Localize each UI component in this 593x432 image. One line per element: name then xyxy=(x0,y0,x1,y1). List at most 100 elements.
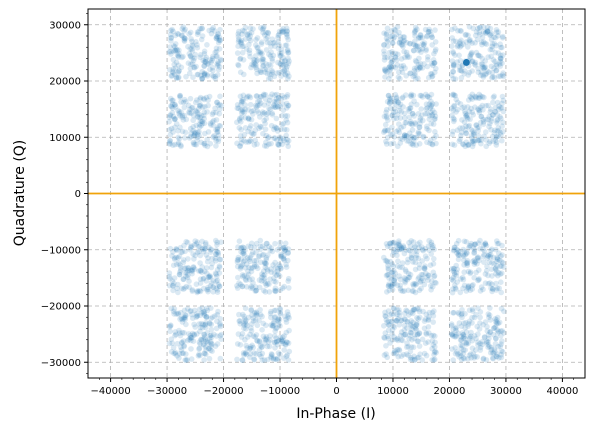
scatter-point xyxy=(205,61,212,67)
scatter-point xyxy=(206,244,212,251)
x-tick-label: 10000 xyxy=(377,386,409,397)
scatter-point xyxy=(468,50,474,57)
scatter-point xyxy=(200,57,206,64)
scatter-point xyxy=(244,274,250,280)
scatter-point xyxy=(469,96,475,102)
scatter-point xyxy=(247,33,254,39)
scatter-point xyxy=(193,122,200,129)
scatter-point xyxy=(264,356,271,363)
scatter-point xyxy=(475,305,481,311)
scatter-point xyxy=(490,355,496,361)
scatter-point xyxy=(454,246,460,253)
scatter-point xyxy=(484,28,490,35)
scatter-point xyxy=(417,32,424,39)
scatter-point xyxy=(493,317,500,323)
scatter-point xyxy=(385,92,392,99)
scatter-point xyxy=(214,289,221,296)
scatter-point xyxy=(252,53,259,59)
scatter-point xyxy=(493,353,500,360)
scatter-point xyxy=(450,286,456,292)
scatter-point xyxy=(178,315,185,322)
scatter-point xyxy=(180,53,186,60)
scatter-point xyxy=(391,26,398,33)
scatter-point xyxy=(429,309,436,316)
scatter-point xyxy=(171,71,178,77)
scatter-point xyxy=(429,337,436,344)
scatter-point xyxy=(463,319,469,326)
scatter-point xyxy=(250,280,256,286)
scatter-point xyxy=(202,56,209,63)
scatter-point xyxy=(489,281,495,288)
scatter-point xyxy=(398,353,405,360)
scatter-point xyxy=(395,242,401,248)
scatter-point xyxy=(217,355,224,362)
scatter-point xyxy=(242,264,249,271)
scatter-point xyxy=(414,26,420,33)
scatter-point xyxy=(215,30,221,37)
scatter-point xyxy=(470,25,477,32)
scatter-point xyxy=(283,132,290,139)
scatter-point xyxy=(466,334,473,340)
scatter-point xyxy=(264,34,271,40)
scatter-point xyxy=(274,268,281,275)
scatter-point xyxy=(212,270,219,277)
scatter-point xyxy=(257,311,264,318)
scatter-point xyxy=(274,91,280,98)
scatter-point xyxy=(245,115,252,121)
scatter-point xyxy=(430,62,436,69)
scatter-point xyxy=(196,124,203,130)
scatter-point xyxy=(482,64,489,70)
scatter-point xyxy=(488,115,495,122)
scatter-point xyxy=(182,357,188,363)
scatter-point xyxy=(489,246,495,252)
scatter-point xyxy=(432,348,438,355)
scatter-point xyxy=(408,318,415,324)
scatter-point xyxy=(248,29,255,36)
scatter-point xyxy=(202,103,208,110)
scatter-point xyxy=(469,109,476,115)
scatter-point xyxy=(234,102,241,108)
scatter-point xyxy=(270,356,277,363)
scatter-point xyxy=(185,272,191,278)
scatter-point xyxy=(189,288,196,294)
scatter-point xyxy=(278,253,285,260)
scatter-point xyxy=(235,62,242,69)
scatter-point xyxy=(194,29,201,35)
scatter-point xyxy=(179,249,186,255)
scatter-point xyxy=(235,244,241,250)
scatter-point xyxy=(410,319,416,326)
scatter-point xyxy=(190,74,196,81)
scatter-point xyxy=(478,39,485,45)
scatter-point xyxy=(251,60,257,66)
scatter-point xyxy=(452,350,459,357)
scatter-point xyxy=(203,240,209,246)
scatter-point xyxy=(259,343,266,350)
scatter-point xyxy=(179,112,186,119)
scatter-point xyxy=(284,309,291,315)
scatter-point xyxy=(396,103,402,110)
scatter-point xyxy=(170,287,176,294)
scatter-point xyxy=(252,284,259,290)
scatter-point xyxy=(258,41,265,47)
scatter-point xyxy=(267,71,273,77)
scatter-point xyxy=(203,305,210,312)
scatter-point xyxy=(170,56,177,63)
scatter-point xyxy=(417,120,423,127)
scatter-point xyxy=(265,339,272,345)
scatter-point xyxy=(463,39,470,45)
scatter-point xyxy=(245,334,251,340)
scatter-point xyxy=(170,142,176,148)
scatter-point xyxy=(277,265,284,271)
scatter-point xyxy=(272,92,278,98)
scatter-point xyxy=(252,317,259,324)
scatter-point xyxy=(285,357,292,363)
scatter-point xyxy=(272,124,278,130)
scatter-point xyxy=(453,109,459,115)
scatter-point xyxy=(281,253,287,259)
scatter-point xyxy=(421,61,427,67)
scatter-point xyxy=(283,316,289,323)
scatter-point xyxy=(173,246,180,253)
scatter-point xyxy=(242,247,248,254)
scatter-point xyxy=(167,44,173,50)
scatter-point xyxy=(205,97,211,103)
